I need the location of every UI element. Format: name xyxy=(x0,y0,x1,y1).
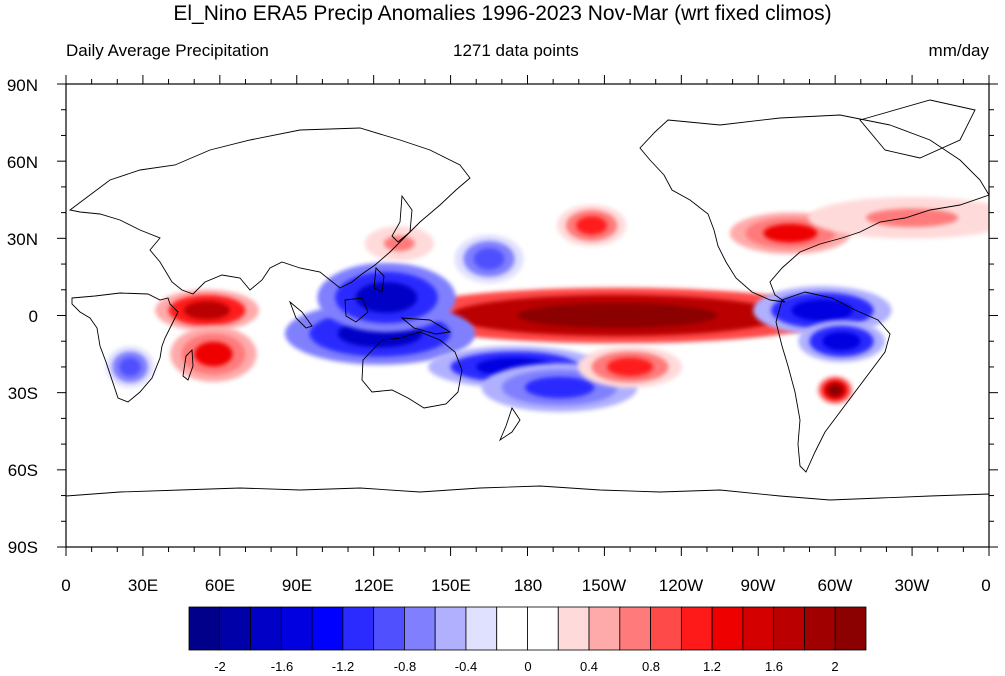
colorbar-swatch xyxy=(188,606,221,651)
lat-label-90s: 90S xyxy=(7,538,38,557)
colorbar-swatch xyxy=(465,606,498,651)
chart-title: El_Nino ERA5 Precip Anomalies 1996-2023 … xyxy=(173,2,832,25)
coastline-africa xyxy=(71,292,179,403)
anomaly-field xyxy=(105,196,989,412)
colorbar-swatch xyxy=(588,606,621,651)
lat-label-30n: 30N xyxy=(6,230,38,249)
anomaly-region-8-layer-3 xyxy=(822,331,861,351)
anomaly-region-15-layer-3 xyxy=(606,357,654,377)
colorbar-label-0-4: 0.4 xyxy=(579,659,599,674)
lat-label-60s: 60S xyxy=(7,461,38,480)
lon-label-60w: 60W xyxy=(817,576,853,595)
lat-label-eq: 0 xyxy=(28,307,38,326)
colorbar-label-m1-6: -1.6 xyxy=(270,659,294,674)
lon-label-30e: 30E xyxy=(127,576,159,595)
coastline-greenland xyxy=(859,99,976,159)
colorbar-swatch xyxy=(219,606,251,651)
colorbar-label-2: 2 xyxy=(831,659,839,674)
anomaly-region-9-layer-3 xyxy=(183,301,231,320)
lon-label-120w: 120W xyxy=(658,576,704,595)
colorbar-swatch xyxy=(619,606,651,651)
lat-label-60n: 60N xyxy=(6,153,38,172)
anomaly-region-3-layer-3 xyxy=(355,282,418,313)
colorbar-swatch xyxy=(527,606,559,651)
coastline-new-zealand xyxy=(498,406,521,442)
colorbar-label-m0-8: -0.8 xyxy=(393,659,417,674)
lon-label-90w: 90W xyxy=(740,576,776,595)
coastline-australia xyxy=(361,331,463,409)
colorbar-label-1-2: 1.2 xyxy=(702,659,722,674)
colorbar-label-0: 0 xyxy=(524,659,532,674)
lon-label-150e: 150E xyxy=(431,576,471,595)
lon-label-60e: 60E xyxy=(204,576,236,595)
colorbar-swatch xyxy=(434,606,467,651)
colorbar-swatch xyxy=(650,606,682,651)
colorbar-swatch xyxy=(404,606,436,651)
lat-label-90n: 90N xyxy=(6,76,38,95)
anomaly-region-17-layer-3 xyxy=(383,235,415,252)
coastline-south-america xyxy=(775,291,891,473)
colorbar-swatch xyxy=(804,606,836,651)
colorbar-swatch xyxy=(680,606,713,651)
coastline-borneo xyxy=(344,297,369,323)
lon-label-90e: 90E xyxy=(281,576,313,595)
lon-label-0-east-edge: 0 xyxy=(981,576,991,595)
anomaly-region-10-layer-3 xyxy=(194,341,233,367)
coastline-sumatra xyxy=(288,300,313,329)
colorbar-label-0-8: 0.8 xyxy=(641,659,661,674)
coastline-madagascar xyxy=(182,348,194,381)
lon-label-180: 180 xyxy=(513,576,543,595)
anomaly-region-11-layer-3 xyxy=(119,357,141,377)
colorbar-swatch xyxy=(834,606,867,651)
colorbar-swatch xyxy=(342,606,375,651)
anomaly-region-13-layer-3 xyxy=(763,223,818,243)
anomaly-region-12-layer-3 xyxy=(827,383,843,397)
colorbar-label-1-6: 1.6 xyxy=(764,659,784,674)
coastline-eurasia xyxy=(68,127,471,295)
colorbar-swatch xyxy=(557,606,590,651)
anomaly-region-6-layer-3 xyxy=(473,248,505,270)
colorbar-swatch xyxy=(711,606,744,651)
colorbar-swatch xyxy=(742,606,775,651)
lat-label-30s: 30S xyxy=(7,384,38,403)
anomaly-region-1-layer-3 xyxy=(517,303,718,328)
colorbar-swatch xyxy=(496,606,528,651)
colorbar-swatch xyxy=(373,606,405,651)
subtitle-variable: Daily Average Precipitation xyxy=(66,41,269,60)
colorbar-swatch xyxy=(311,606,344,651)
colorbar-label-m0-4: -0.4 xyxy=(454,659,478,674)
axis-ticks xyxy=(57,75,998,556)
coastline-new-guinea xyxy=(400,317,452,335)
anomaly-region-5-layer-3 xyxy=(524,376,595,399)
colorbar-swatch xyxy=(773,606,805,651)
anomaly-region-16-layer-3 xyxy=(865,208,959,228)
colorbar-label-m2: -2 xyxy=(214,659,226,674)
lon-label-0: 0 xyxy=(61,576,71,595)
coastlines xyxy=(66,99,989,547)
lon-label-150w: 150W xyxy=(581,576,627,595)
subtitle-data-points: 1271 data points xyxy=(453,41,579,60)
lon-label-30w: 30W xyxy=(894,576,930,595)
colorbar-swatch xyxy=(250,606,282,651)
colorbar-label-m1-2: -1.2 xyxy=(331,659,355,674)
anomaly-region-14-layer-3 xyxy=(576,216,607,235)
coastline-north-america xyxy=(639,114,989,303)
coastline-japan xyxy=(391,194,413,243)
colorbar-swatch xyxy=(280,606,313,651)
subtitle-units: mm/day xyxy=(928,41,989,60)
coastline-philippines xyxy=(373,267,385,293)
anomaly-region-7-layer-3 xyxy=(791,299,854,322)
lon-label-120e: 120E xyxy=(354,576,394,595)
colorbar xyxy=(188,606,867,651)
coastline-antarctica xyxy=(66,485,989,547)
